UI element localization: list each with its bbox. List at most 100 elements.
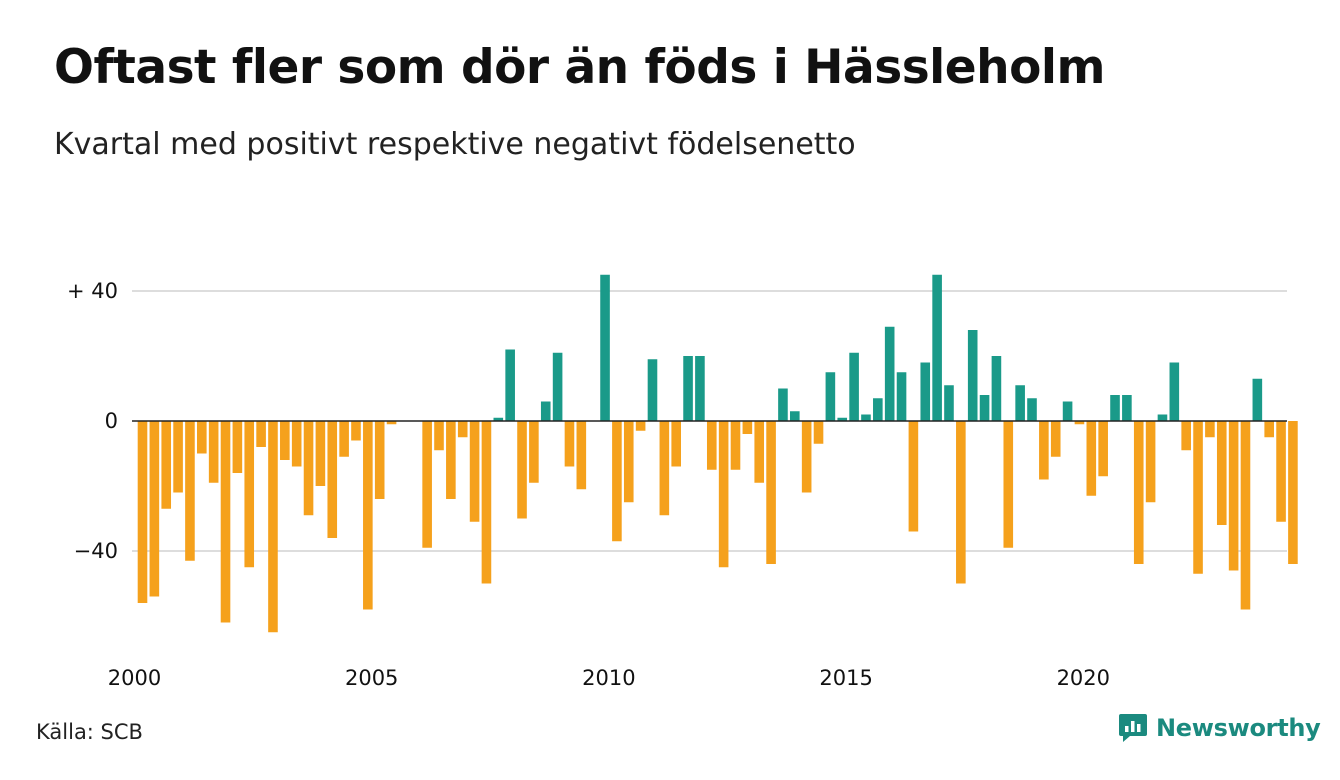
bar [920,362,931,421]
bar [718,421,729,568]
bar [185,421,195,561]
y-tick-label: −40 [74,539,118,563]
bar [1193,421,1203,574]
bar [469,421,480,522]
bar [564,421,575,467]
bar [232,421,243,473]
bar [659,421,670,516]
bar [386,421,397,425]
bar [422,421,432,548]
bar [457,421,468,438]
bar [1015,385,1025,421]
bar [197,421,207,454]
bar [944,385,954,421]
brand-logo: Newsworthy [1118,712,1321,744]
bar [446,421,456,499]
bar [1157,414,1168,421]
bar [766,421,776,564]
bar [754,421,765,483]
x-tick-label: 2020 [1057,666,1110,690]
bar [1145,421,1156,503]
bar [220,421,231,623]
bar [434,421,444,451]
bar [1216,421,1227,525]
y-tick-label: 0 [105,409,118,433]
bar [256,421,266,447]
bar [849,352,859,421]
bar [529,421,539,483]
bar [327,421,338,538]
bar [1252,378,1263,421]
bar [1228,421,1239,571]
bar [730,421,741,470]
bar [208,421,219,483]
bar [303,421,314,516]
bar [706,421,717,470]
bar [991,356,1002,421]
bars [132,274,1298,633]
bar [1205,421,1215,438]
bar [1074,421,1085,425]
y-tick-label: + 40 [67,279,118,303]
bar [742,421,753,434]
bar [813,421,824,444]
bar [647,359,658,421]
bar [1288,421,1298,564]
x-tick-label: 2015 [819,666,872,690]
bar [956,421,966,584]
bar [671,421,681,467]
chart-subtitle: Kvartal med positivt respektive negativt… [54,127,856,162]
bar [351,421,361,441]
bar [635,421,646,431]
bar [339,421,349,457]
bar [837,417,848,421]
chart-title: Oftast fler som dör än föds i Hässleholm [54,40,1106,95]
bar [1098,421,1108,477]
bar [683,356,693,421]
gridlines [132,290,1287,552]
bar [695,356,705,421]
bar [1050,421,1061,457]
bar [481,421,492,584]
x-tick-label: 2000 [108,666,161,690]
bar [280,421,290,460]
bar [291,421,302,467]
bar [315,421,326,486]
bar [1240,421,1251,610]
x-tick-label: 2005 [345,666,398,690]
brand-name: Newsworthy [1156,714,1321,742]
bar [552,352,563,421]
x-tick-label: 2010 [582,666,635,690]
axis-labels: + 40 0 −40 2000 2005 2010 2015 2020 [67,279,1110,690]
bar [268,421,278,633]
bar [1264,421,1274,438]
bar [173,421,183,493]
bar [149,421,160,597]
bar [623,421,634,503]
bar [932,274,942,421]
bar [801,421,812,493]
bar [1027,398,1037,421]
bar [1169,362,1180,421]
bar [1110,395,1120,421]
newsworthy-logo-icon [1119,714,1147,742]
bar [505,349,515,421]
bar [1062,401,1073,421]
bar [600,274,610,421]
bar [790,411,800,421]
bar [363,421,373,610]
bar [1122,395,1132,421]
bar [884,326,895,421]
bar [908,421,919,532]
bar [1276,421,1286,522]
bar [967,330,978,421]
source-note: Källa: SCB [36,720,143,744]
bar [540,401,551,421]
bar [244,421,255,568]
bar [896,372,907,421]
bar [374,421,385,499]
bar [861,414,871,421]
bar [1039,421,1049,480]
bar [873,398,883,421]
